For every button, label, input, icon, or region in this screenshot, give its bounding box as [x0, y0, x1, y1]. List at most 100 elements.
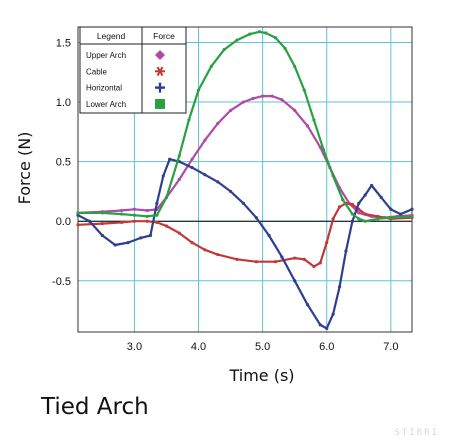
- data-point-lower-arch: [376, 217, 380, 221]
- data-point-lower-arch: [145, 214, 149, 219]
- data-point-cable: [363, 212, 367, 216]
- data-point-lower-arch: [350, 212, 354, 216]
- data-point-cable: [293, 256, 297, 260]
- data-point-upper-arch: [357, 211, 361, 215]
- data-point-lower-arch: [357, 217, 361, 221]
- x-tick-label: 3.0: [127, 341, 142, 353]
- data-point-upper-arch: [228, 108, 233, 112]
- legend-marker-horizontal-cross: [155, 82, 165, 93]
- data-point-lower-arch: [312, 118, 316, 122]
- x-tick-label: 6.0: [319, 341, 334, 353]
- data-point-horizontal: [305, 302, 310, 307]
- data-point-upper-arch: [177, 177, 181, 182]
- data-point-cable: [273, 260, 278, 264]
- data-point-horizontal: [161, 174, 165, 178]
- data-point-upper-arch: [241, 100, 245, 104]
- legend-marker-cable-asterisk: [155, 66, 165, 77]
- data-point-horizontal: [126, 241, 130, 245]
- data-point-lower-arch: [410, 214, 414, 219]
- data-point-upper-arch: [216, 121, 220, 126]
- legend-marker-lower-arch-square: [155, 98, 165, 109]
- data-point-lower-arch: [302, 88, 306, 92]
- data-point-lower-arch: [248, 32, 252, 36]
- data-point-lower-arch: [363, 219, 367, 223]
- figure-caption: Tied Arch: [41, 394, 149, 420]
- data-point-lower-arch: [222, 48, 226, 52]
- data-point-horizontal: [76, 213, 80, 217]
- data-point-upper-arch: [251, 96, 255, 101]
- data-point-lower-arch: [293, 64, 297, 68]
- y-tick-label: -0.5: [52, 276, 71, 288]
- legend-label-upper-arch: Upper Arch: [86, 51, 126, 60]
- data-point-cable: [132, 219, 137, 223]
- data-point-horizontal: [139, 236, 143, 240]
- data-point-lower-arch: [132, 213, 137, 217]
- data-point-horizontal: [370, 183, 374, 188]
- legend-label-cable: Cable: [86, 67, 107, 76]
- data-point-upper-arch: [203, 138, 207, 142]
- data-point-cable: [302, 257, 306, 261]
- data-point-horizontal: [241, 201, 245, 205]
- data-point-lower-arch: [155, 213, 159, 217]
- data-point-horizontal: [228, 189, 233, 194]
- data-point-horizontal: [337, 285, 342, 289]
- legend: Legend Force Upper Arch Cable Horizontal Lo…: [79, 26, 187, 114]
- x-tick-label: 7.0: [383, 341, 398, 353]
- data-point-cable: [145, 219, 149, 223]
- data-point-horizontal: [113, 243, 117, 247]
- legend-items: Upper Arch Cable Horizontal Lower Arch: [86, 50, 165, 109]
- data-point-horizontal: [357, 201, 361, 205]
- data-point-lower-arch: [264, 31, 268, 35]
- data-point-cable: [312, 264, 316, 269]
- data-point-upper-arch: [270, 94, 274, 98]
- data-point-horizontal: [318, 323, 322, 327]
- data-point-horizontal: [148, 233, 153, 238]
- series-lines: [76, 30, 414, 331]
- data-point-upper-arch: [145, 208, 149, 213]
- data-point-lower-arch: [187, 118, 191, 122]
- data-point-horizontal: [216, 180, 220, 184]
- x-tick-label: 4.0: [191, 341, 206, 353]
- data-point-lower-arch: [196, 88, 201, 92]
- data-point-upper-arch: [293, 108, 297, 112]
- data-point-horizontal: [410, 207, 414, 211]
- data-point-cable: [376, 214, 380, 219]
- data-point-upper-arch: [119, 208, 124, 213]
- data-point-upper-arch: [318, 145, 322, 149]
- series-line-horizontal: [77, 158, 413, 330]
- y-tick-labels: -0.5 0.0 0.5 1.0 1.5: [52, 37, 71, 287]
- data-point-horizontal: [254, 216, 258, 220]
- data-point-lower-arch: [331, 174, 335, 178]
- data-point-upper-arch: [305, 124, 310, 128]
- data-point-cable: [76, 223, 80, 227]
- y-tick-label: 1.0: [56, 97, 71, 109]
- data-point-lower-arch: [283, 46, 287, 51]
- data-point-cable: [350, 202, 354, 207]
- data-point-horizontal: [155, 201, 159, 205]
- data-point-lower-arch: [321, 148, 326, 152]
- data-point-cable: [318, 261, 322, 265]
- data-point-horizontal: [379, 195, 383, 199]
- legend-header-legend: Legend: [97, 31, 126, 41]
- data-point-lower-arch: [100, 211, 104, 215]
- x-axis-title: Time (s): [228, 366, 294, 385]
- data-point-horizontal: [168, 157, 172, 161]
- data-point-cable: [190, 241, 194, 245]
- data-point-cable: [164, 224, 169, 228]
- data-point-cable: [119, 220, 124, 224]
- legend-label-horizontal: Horizontal: [86, 84, 122, 93]
- data-point-cable: [325, 241, 329, 245]
- series-line-cable: [77, 202, 413, 268]
- data-point-horizontal: [190, 165, 194, 170]
- legend-marker-upper-arch-diamond: [155, 50, 165, 60]
- data-point-lower-arch: [119, 212, 124, 216]
- data-point-cable: [155, 220, 159, 224]
- data-point-horizontal: [331, 312, 335, 316]
- data-point-lower-arch: [257, 30, 262, 34]
- data-point-lower-arch: [76, 211, 80, 215]
- data-point-lower-arch: [341, 198, 345, 202]
- x-tick-label: 5.0: [255, 341, 270, 353]
- data-point-lower-arch: [273, 36, 278, 40]
- x-tick-labels: 3.0 4.0 5.0 6.0 7.0: [127, 341, 399, 353]
- data-point-horizontal: [363, 193, 367, 197]
